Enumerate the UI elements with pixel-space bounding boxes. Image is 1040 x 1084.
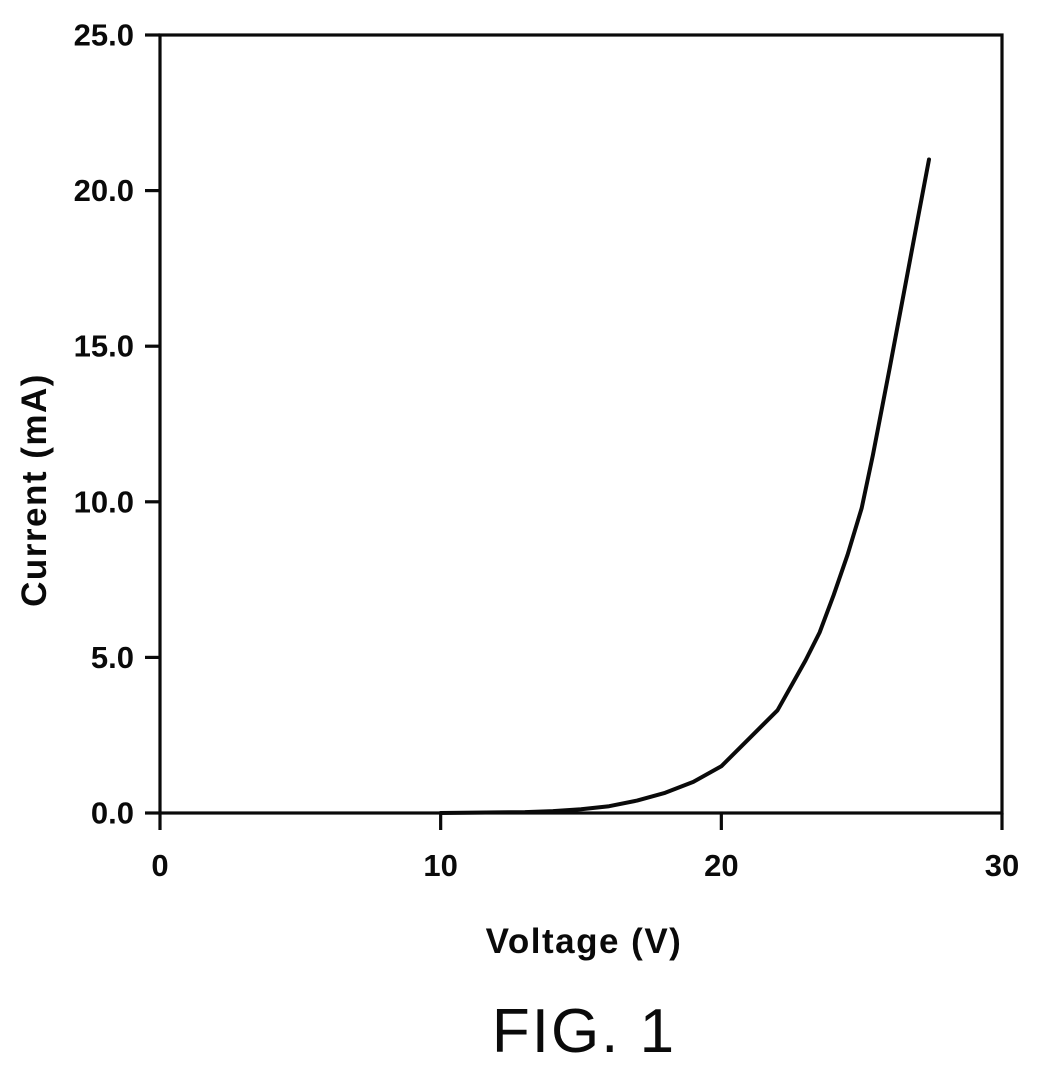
y-tick-label: 20.0 [74,173,134,208]
figure-caption: FIG. 1 [492,997,676,1066]
y-tick-label: 25.0 [74,18,134,53]
data-series [438,157,931,815]
x-tick-label: 30 [985,848,1019,883]
x-tick-label: 0 [151,848,168,883]
x-axis-title: Voltage (V) [486,922,683,961]
iv-curve [438,157,931,815]
axis-ticks: 0.0 5.0 10.0 15.0 20.0 25.0 0 10 20 30 [74,18,1020,884]
plot-frame [158,33,1004,815]
plot-box [158,33,1004,815]
x-tick-label: 20 [704,848,738,883]
y-axis-title: Current (mA) [15,373,54,607]
y-tick-label: 15.0 [74,329,134,364]
y-tick-label: 0.0 [91,796,134,831]
x-tick-label: 10 [423,848,457,883]
y-tick-label: 5.0 [91,640,134,675]
y-tick-label: 10.0 [74,484,134,519]
